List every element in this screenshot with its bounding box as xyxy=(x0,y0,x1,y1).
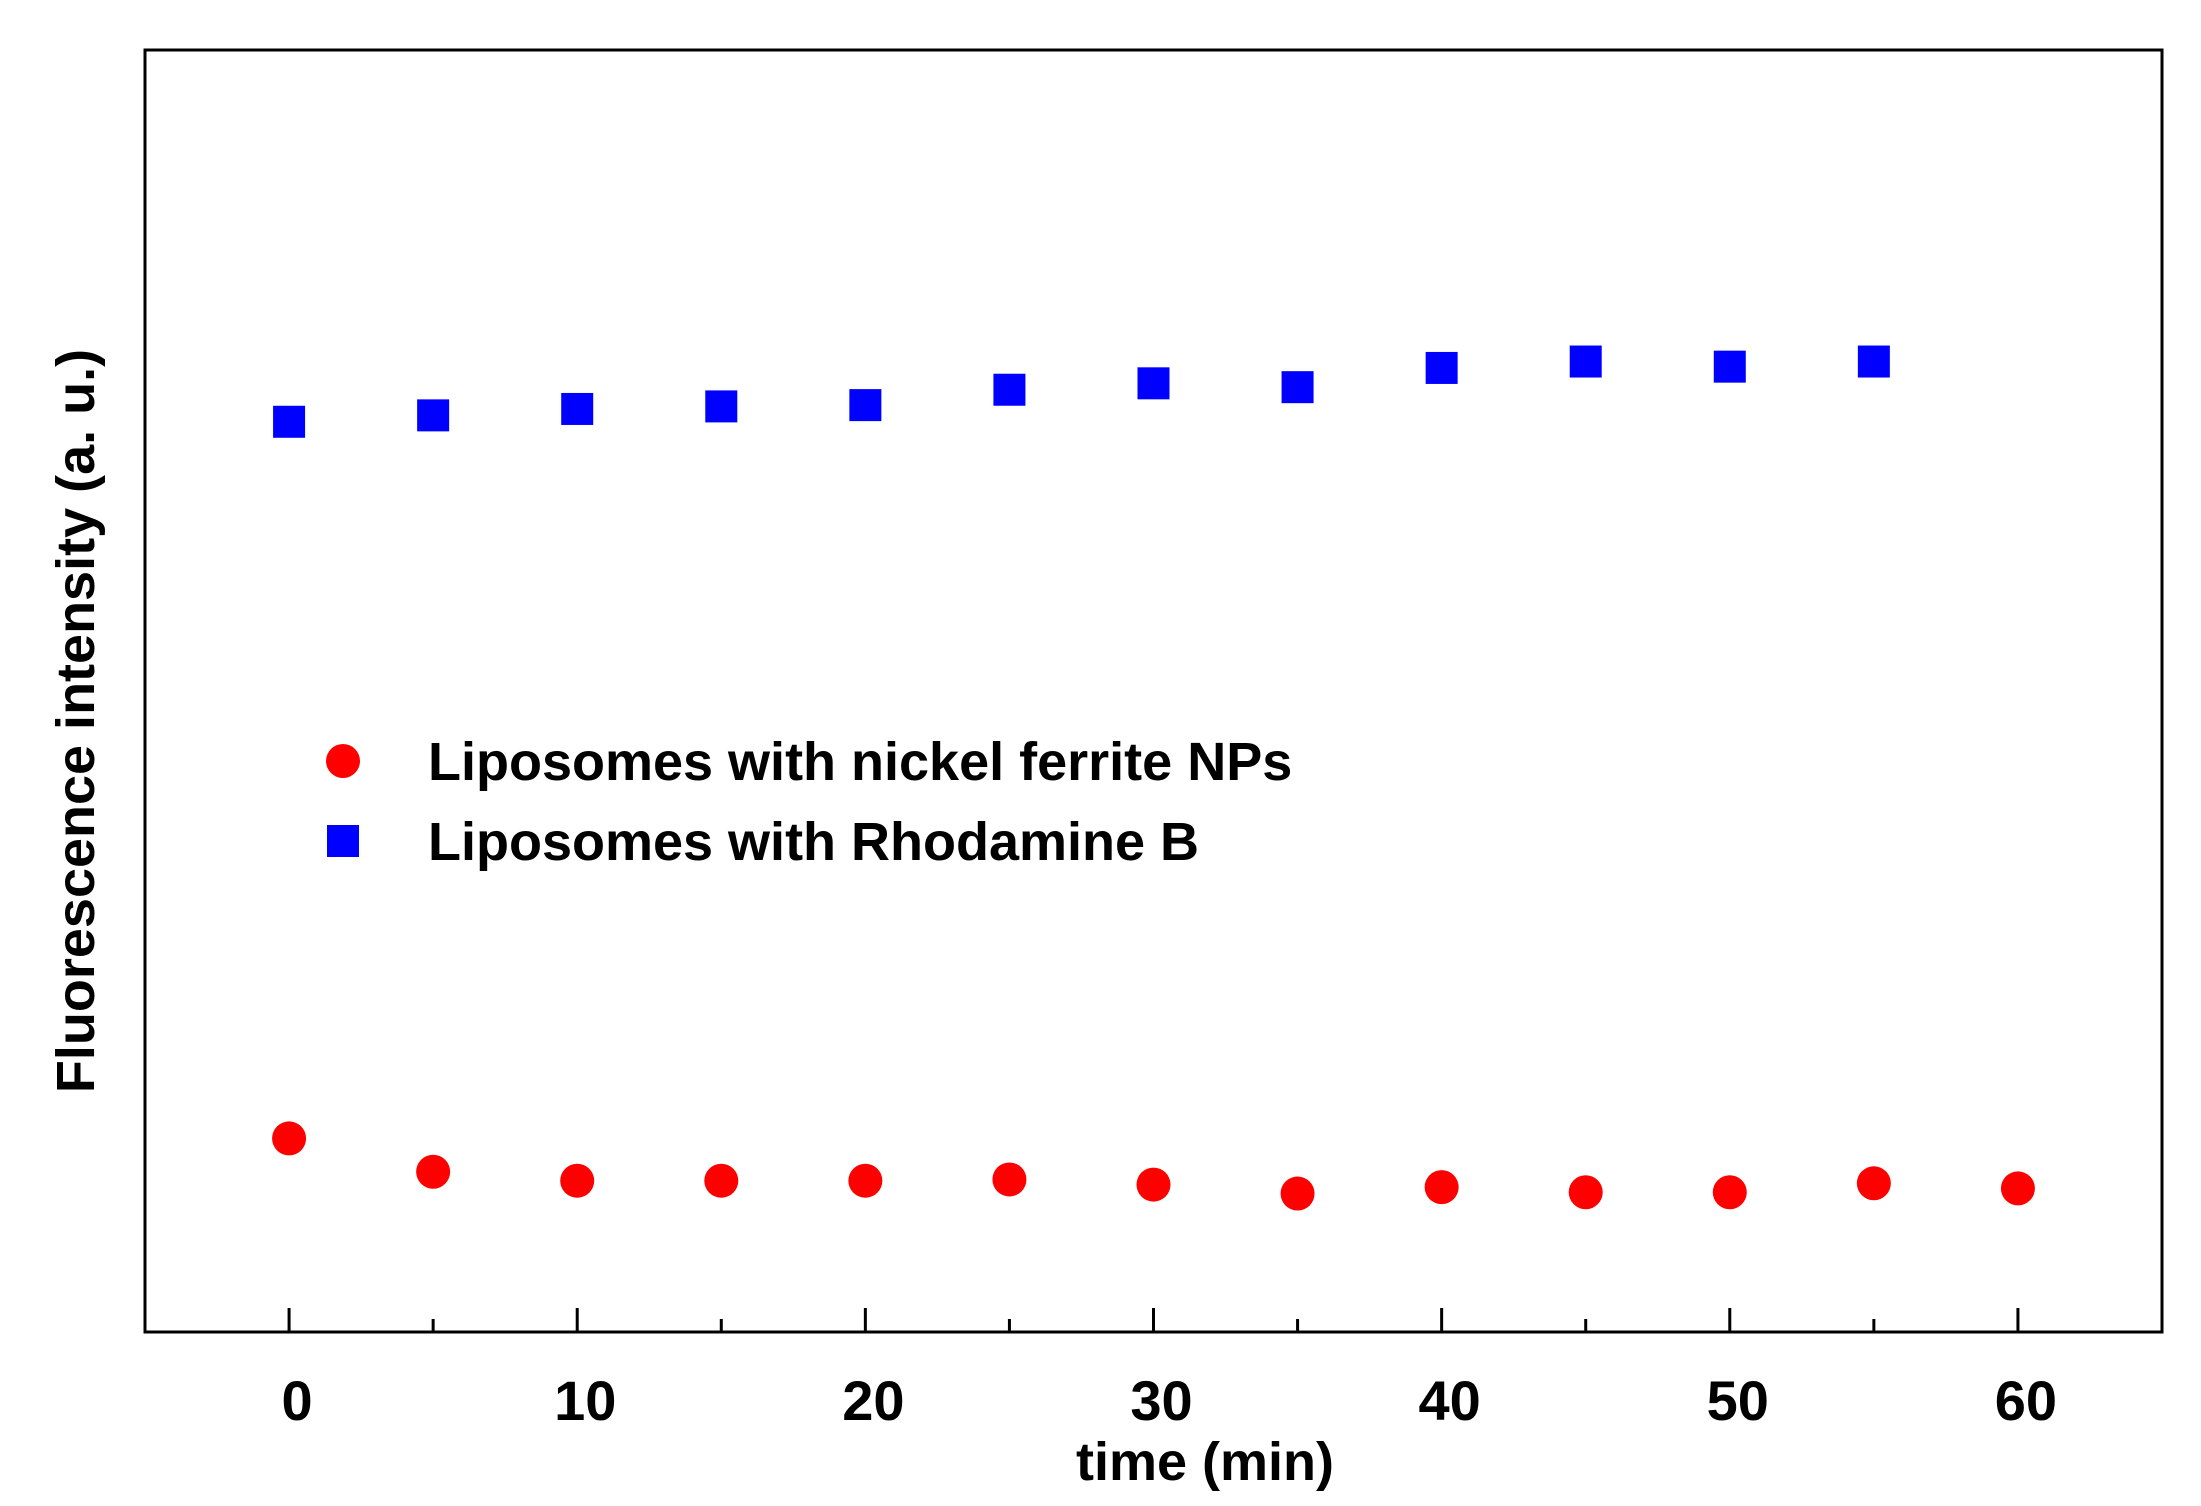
data-point xyxy=(561,392,594,425)
data-point xyxy=(272,1121,307,1156)
data-point xyxy=(705,390,738,423)
x-tick-label: 10 xyxy=(554,1369,616,1432)
data-point xyxy=(560,1163,595,1198)
data-point xyxy=(1568,1175,1603,1210)
x-axis: 0 10 20 30 40 50 60 xyxy=(281,1308,2057,1432)
data-point xyxy=(273,405,306,438)
x-tick-label: 0 xyxy=(281,1369,312,1432)
data-point xyxy=(1280,1176,1315,1211)
x-tick-label: 20 xyxy=(842,1369,904,1432)
data-point xyxy=(416,1154,451,1189)
plot-frame xyxy=(143,48,2164,1334)
y-axis-title: Fluorescence intensity (a. u.) xyxy=(46,349,106,1093)
legend-label: Liposomes with Rhodamine B xyxy=(428,812,1199,872)
legend-marker xyxy=(326,744,360,778)
data-point xyxy=(1136,1167,1171,1202)
data-point xyxy=(1281,371,1314,404)
series-2 xyxy=(273,345,1890,438)
data-point xyxy=(849,389,882,422)
x-tick-label: 30 xyxy=(1130,1369,1192,1432)
legend-label: Liposomes with nickel ferrite NPs xyxy=(428,732,1292,792)
data-point xyxy=(1569,345,1602,378)
x-tick-label: 50 xyxy=(1707,1369,1769,1432)
data-marks xyxy=(272,345,2035,1211)
x-axis-title: time (min) xyxy=(1076,1432,1334,1492)
data-point xyxy=(848,1163,883,1198)
data-point xyxy=(1712,1175,1747,1210)
series-1 xyxy=(272,1121,2035,1211)
data-point xyxy=(704,1163,739,1198)
data-point xyxy=(1137,367,1170,400)
plot-area xyxy=(143,48,2164,1334)
data-point xyxy=(1425,351,1458,384)
data-point xyxy=(1856,1166,1891,1201)
data-point xyxy=(1713,350,1746,383)
legend: Liposomes with nickel ferrite NPs Liposom… xyxy=(326,732,1292,872)
x-tick-label: 60 xyxy=(1995,1369,2057,1432)
x-tick-label: 40 xyxy=(1418,1369,1480,1432)
data-point xyxy=(993,373,1026,406)
data-point xyxy=(1857,345,1890,378)
data-point xyxy=(2000,1171,2035,1206)
data-point xyxy=(417,399,450,432)
data-point xyxy=(1424,1170,1459,1205)
data-point xyxy=(992,1162,1027,1197)
legend-marker xyxy=(327,825,359,857)
